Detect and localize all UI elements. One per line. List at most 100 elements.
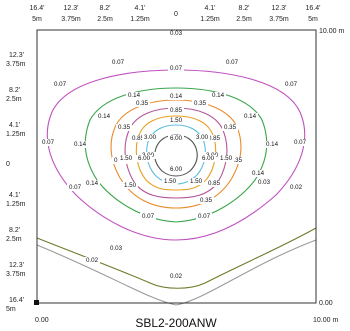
- contour-label-bg: [283, 81, 299, 88]
- y-tick-label-m: 1.25m: [6, 201, 26, 208]
- y-tick-label-m: 3.75m: [6, 61, 26, 68]
- contour-label: 0.85: [132, 135, 145, 142]
- contour-label-bg: [188, 178, 204, 185]
- contour-label-bg: [168, 65, 184, 72]
- contour-label-bg: [126, 92, 142, 99]
- y-tick-label-m: 2.5m: [6, 96, 22, 103]
- contour-label: 3.00: [196, 134, 209, 141]
- contour-label-bg: [168, 135, 184, 142]
- y-tick-label-m: 1.25m: [6, 131, 26, 138]
- y-tick-label-m: 2.5m: [6, 236, 22, 243]
- x-tick-label-m: 3.75m: [269, 16, 289, 23]
- x-tick-label-ft: 4.1': [204, 5, 215, 12]
- contour-label-bg: [288, 184, 304, 191]
- contour-label-bg: [168, 273, 184, 280]
- contour-label: 0.03: [110, 245, 123, 252]
- contour-label: 0.03: [170, 30, 183, 37]
- contour-label-bg: [108, 245, 124, 252]
- contour-label-bg: [264, 141, 280, 148]
- contour-label-bg: [136, 155, 152, 162]
- y-tick-label-ft: 16.4': [9, 297, 24, 304]
- contour-label: 0.35: [118, 124, 131, 131]
- scale-label-bottom-right: 10.00 m: [313, 317, 338, 324]
- x-tick-label-m: 1.25m: [200, 16, 220, 23]
- contour-label: 0.85: [170, 107, 183, 114]
- x-tick-label-ft: 8.2': [99, 5, 110, 12]
- contour-label: 6.00: [138, 155, 151, 162]
- contour-label-bg: [192, 100, 208, 107]
- contour-label: 1.50: [190, 178, 203, 185]
- contour-label: 0.14: [252, 170, 265, 177]
- contour-label: 0.02: [290, 184, 303, 191]
- x-tick-label-m: 5m: [32, 16, 42, 23]
- contour-label-bg: [168, 30, 184, 37]
- y-tick-label-ft: 12.3': [9, 52, 24, 59]
- contour-label-bg: [168, 107, 184, 114]
- contour-label-bg: [72, 141, 88, 148]
- x-tick-label-m: 2.5m: [97, 16, 113, 23]
- scale-label-right-bottom: 0.00: [319, 300, 333, 307]
- contour-label: 0.14: [266, 141, 279, 148]
- x-tick-label-ft: 16.4': [306, 5, 321, 12]
- contour-label: 6.00: [170, 166, 183, 173]
- contour-label: 1.50: [120, 155, 133, 162]
- contour-label: 0.35: [136, 100, 149, 107]
- contour-label: 0.07: [42, 139, 55, 146]
- contour-label-bg: [194, 134, 210, 141]
- contour-label: 0.07: [285, 81, 298, 88]
- contour-label-bg: [292, 139, 308, 146]
- contour-labels: 0.02 0.02 0.02 0.03 0.03 0.03 0.07 0.07 0.07 0.07…: [40, 30, 308, 280]
- x-tick-labels: 16.4' 5m 12.3' 3.75m 8.2' 2.5m 4.1' 1.25m 0 4.1' 1…: [30, 5, 321, 23]
- contour-label-bg: [84, 180, 100, 187]
- contour-label: 0.02: [86, 257, 99, 264]
- contour-label-bg: [242, 113, 258, 120]
- contour-label-bg: [228, 157, 244, 164]
- contour-label: 1.50: [124, 182, 137, 189]
- contour-label-bg: [116, 124, 132, 131]
- y-tick-label-ft: 12.3': [9, 262, 24, 269]
- contour-label: 0.85: [208, 180, 221, 187]
- contour-label: 1.50: [164, 178, 177, 185]
- contour-label-bg: [67, 184, 83, 191]
- x-tick-label-m: 2.5m: [236, 16, 252, 23]
- contour-label-bg: [168, 93, 184, 100]
- contour-label: 0.14: [212, 92, 225, 99]
- contour-label: 0.14: [128, 92, 141, 99]
- contour-label: 0.07: [54, 81, 67, 88]
- y-tick-label-m: 0: [6, 161, 10, 168]
- x-tick-label-m: 1.25m: [130, 16, 150, 23]
- y-tick-label-ft: 4.1': [9, 192, 20, 199]
- contour-label-bg: [210, 92, 226, 99]
- contour-label-bg: [140, 213, 156, 220]
- x-tick-label-ft: 4.1': [134, 5, 145, 12]
- contour-label: 3.00: [144, 134, 157, 141]
- contour-label: 6.00: [170, 135, 183, 142]
- contour-label-bg: [168, 117, 184, 124]
- scale-label-right-top: 10.00 m: [319, 28, 344, 35]
- contour-label: 0.07: [142, 213, 155, 220]
- contour-label-bg: [162, 178, 178, 185]
- contour-label: 0.07: [294, 139, 307, 146]
- contour-label-bg: [206, 180, 222, 187]
- y-tick-label-ft: 8.2': [9, 227, 20, 234]
- contour-label-bg: [198, 197, 214, 204]
- plot-frame: [36, 29, 317, 304]
- contour-label: 0.14: [74, 141, 87, 148]
- contour-line: [36, 239, 317, 306]
- contour-label: 0.14: [170, 93, 183, 100]
- contour-line: [84, 87, 268, 223]
- contour-label-bg: [130, 135, 146, 142]
- contour-label-bg: [142, 134, 158, 141]
- contour-label-bg: [206, 135, 222, 142]
- x-tick-label-m: 0: [174, 11, 178, 18]
- contour-line: [154, 134, 198, 177]
- contour-label: 0.14: [98, 113, 111, 120]
- contour-label: 0.14: [244, 113, 257, 120]
- x-tick-label-ft: 12.3': [64, 5, 79, 12]
- contour-label-bg: [96, 113, 112, 120]
- y-tick-label-m: 3.75m: [6, 271, 26, 278]
- contour-label: 0.35: [224, 124, 237, 131]
- contour-line: [46, 69, 306, 241]
- contour-label-bg: [118, 155, 134, 162]
